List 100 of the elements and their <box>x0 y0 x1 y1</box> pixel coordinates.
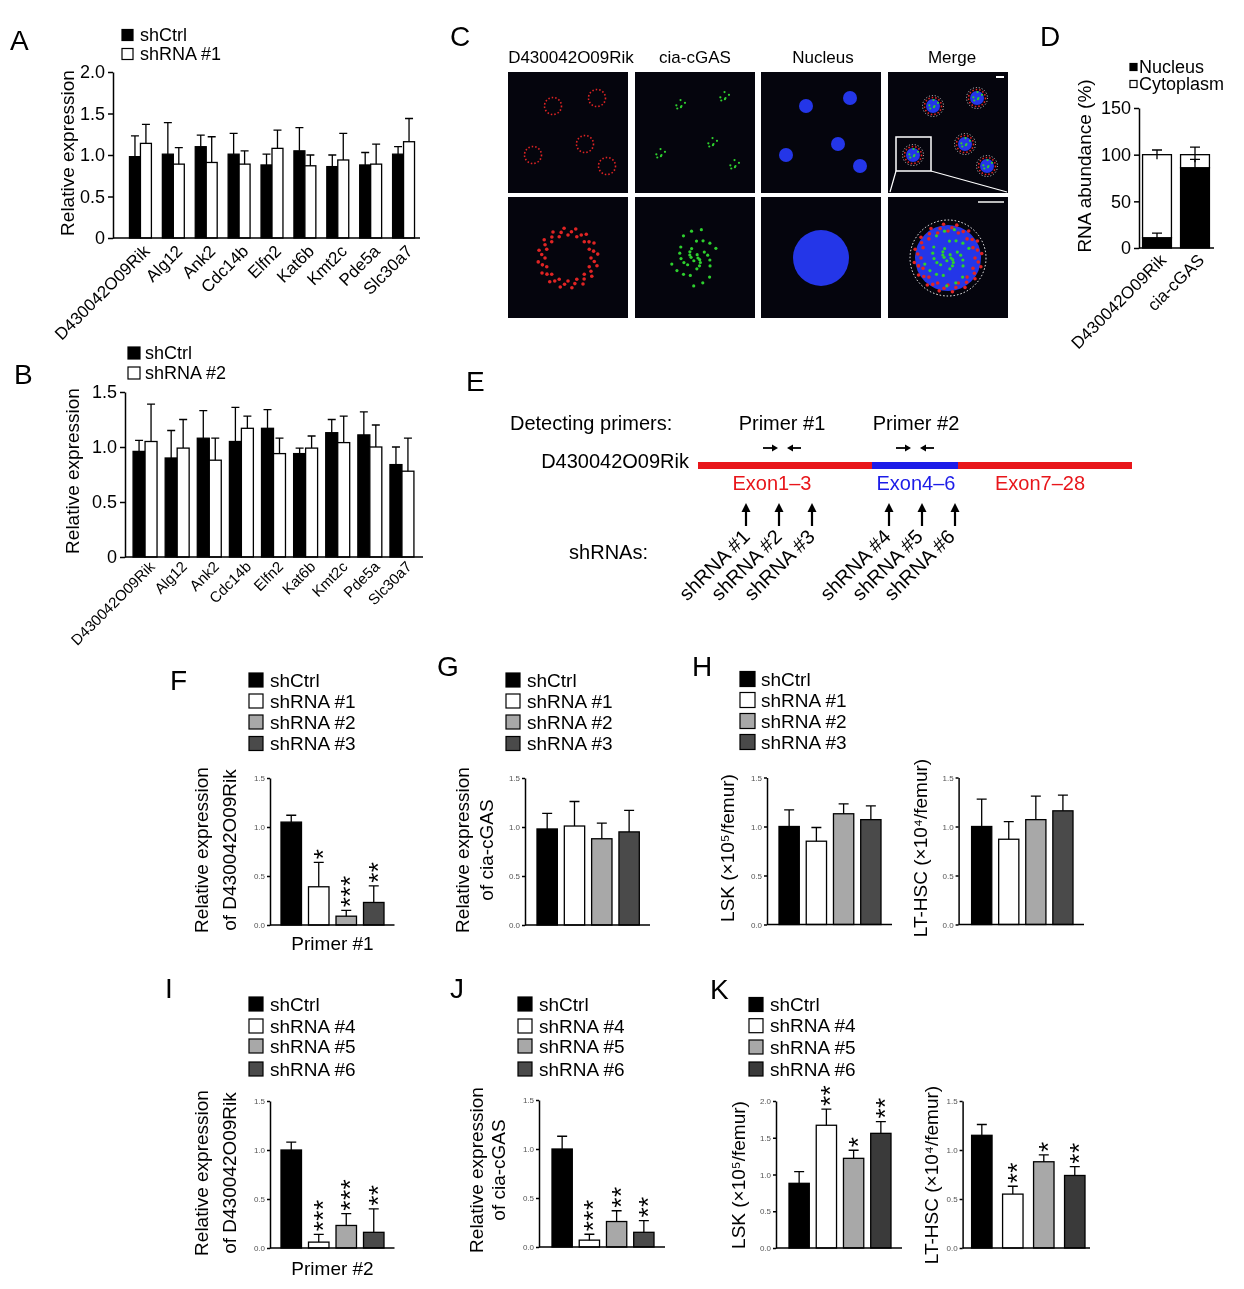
y-tick-label: 100 <box>1100 144 1131 165</box>
legend-label: shCtrl <box>539 993 589 1015</box>
text: Detecting primers: <box>510 412 673 434</box>
y-tick-label: 1.0 <box>91 437 117 458</box>
chart-title: B <box>14 359 33 390</box>
y-axis-title: LSK (×10⁵/femur) <box>727 1101 749 1249</box>
data-label: * <box>1032 1141 1063 1152</box>
legend-label: shRNA #5 <box>270 1035 356 1057</box>
y-tick-label: 0.5 <box>759 1207 772 1217</box>
chart-title: H <box>692 651 713 682</box>
text: Merge <box>927 48 977 67</box>
legend-label: shRNA #2 <box>527 711 613 733</box>
chart-title: J <box>450 973 464 1004</box>
y-tick-label: 0.0 <box>253 921 266 931</box>
y-tick-label: 1.5 <box>946 1097 959 1107</box>
y-axis-title: Relative expression of D430042O09Rik <box>190 1090 240 1256</box>
y-tick-label: 1.5 <box>508 774 521 784</box>
y-tick-label: 50 <box>1110 191 1131 212</box>
chart-title: K <box>710 974 729 1005</box>
y-tick-label: 1.5 <box>91 382 117 403</box>
y-tick-label: 1.0 <box>750 822 763 832</box>
y-axis-title: Relative expression <box>56 70 78 236</box>
y-tick-label: 0.5 <box>942 871 955 881</box>
y-tick-label: 0.0 <box>253 1244 266 1254</box>
text: D430042O09Rik <box>541 450 690 472</box>
legend-label: shRNA #2 <box>145 363 227 384</box>
data-label: ** <box>869 1097 900 1119</box>
data-label: ** <box>1063 1142 1094 1164</box>
y-tick-label: 0.5 <box>522 1194 535 1204</box>
legend-label: shCtrl <box>270 669 320 691</box>
y-axis-title: LSK (×10⁵/femur) <box>716 774 738 922</box>
y-tick-label: 0.5 <box>253 1195 266 1205</box>
y-tick-label: 0.5 <box>946 1195 959 1205</box>
y-tick-label: 1.5 <box>759 1133 772 1143</box>
legend-label: shRNA #4 <box>539 1015 625 1037</box>
text: C <box>450 21 471 52</box>
chart-title: I <box>165 973 173 1004</box>
y-tick-label: 0.5 <box>91 492 117 513</box>
legend-label: shRNA #1 <box>761 689 847 711</box>
data-label: *** <box>307 1199 338 1232</box>
y-tick-label: 1.0 <box>508 823 521 833</box>
y-tick-label: 1.0 <box>253 823 266 833</box>
y-axis-title: Relative expression <box>61 388 83 554</box>
legend-label: shCtrl <box>527 669 577 691</box>
legend-label: shRNA #3 <box>270 733 356 755</box>
text: Exon1–3 <box>732 472 812 494</box>
y-tick-label: 0.0 <box>759 1244 772 1254</box>
y-tick-label: 0.5 <box>253 872 266 882</box>
y-axis-title: LT-HSC (×10⁴/femur) <box>910 758 932 938</box>
text: D430042O09Rik <box>508 48 635 67</box>
y-tick-label: 0.0 <box>946 1244 959 1254</box>
legend-label: shRNA #2 <box>761 710 847 732</box>
y-tick-label: 1.5 <box>522 1096 535 1106</box>
legend-label: shRNA #4 <box>270 1015 356 1037</box>
y-tick-label: 2.0 <box>79 62 105 83</box>
legend-label: shRNA #3 <box>527 733 613 755</box>
legend-label: shRNA #1 <box>140 44 222 65</box>
y-tick-label: 0.0 <box>522 1243 535 1253</box>
y-tick-label: 1.5 <box>79 103 105 124</box>
y-tick-label: 0 <box>94 228 105 249</box>
text: Exon7–28 <box>994 472 1086 494</box>
y-axis-title: Relative expression of D430042O09Rik <box>190 767 240 933</box>
legend-label: shCtrl <box>770 994 820 1016</box>
y-tick-label: 2.0 <box>759 1097 772 1107</box>
y-tick-label: 1.0 <box>942 822 955 832</box>
y-tick-label: 1.5 <box>253 1097 266 1107</box>
y-tick-label: 0.5 <box>508 872 521 882</box>
text: cia-cGAS <box>659 48 731 67</box>
legend-label: shRNA #5 <box>770 1036 856 1058</box>
legend-label: shRNA #2 <box>270 711 356 733</box>
chart-title: F <box>170 665 188 696</box>
y-tick-label: 1.5 <box>253 774 266 784</box>
y-axis-title: RNA abundance (%) <box>1073 79 1095 253</box>
y-tick-label: 0.5 <box>79 186 105 207</box>
y-tick-label: 1.0 <box>946 1146 959 1156</box>
legend-label: shCtrl <box>140 25 188 46</box>
legend-label: shRNA #3 <box>761 731 847 753</box>
text: E <box>466 366 485 397</box>
legend-label: shCtrl <box>145 343 193 364</box>
legend-label: shRNA #1 <box>527 690 613 712</box>
y-tick-label: 1.5 <box>750 773 763 783</box>
legend-label: shRNA #6 <box>539 1058 625 1080</box>
data-label: ** <box>1001 1162 1032 1184</box>
y-tick-label: 1.0 <box>79 145 105 166</box>
text: Exon4–6 <box>876 472 956 494</box>
y-tick-label: 0.0 <box>508 921 521 931</box>
text: Primer #2 <box>872 412 960 434</box>
y-tick-label: 0.0 <box>942 920 955 930</box>
chart-title: G <box>437 651 459 682</box>
legend-label: shRNA #1 <box>270 690 356 712</box>
data-label: * <box>842 1136 873 1148</box>
legend-label: shCtrl <box>761 668 811 690</box>
legend-label: shCtrl <box>270 993 320 1015</box>
text: Primer #1 <box>738 412 826 434</box>
y-tick-label: 1.5 <box>942 773 955 783</box>
data-label: * <box>307 848 338 860</box>
legend-label: shRNA #4 <box>770 1015 856 1037</box>
y-axis-title: Relative expression of cia-cGAS <box>452 767 498 933</box>
chart-title: D <box>1040 21 1061 52</box>
y-tick-label: 0.5 <box>750 871 763 881</box>
